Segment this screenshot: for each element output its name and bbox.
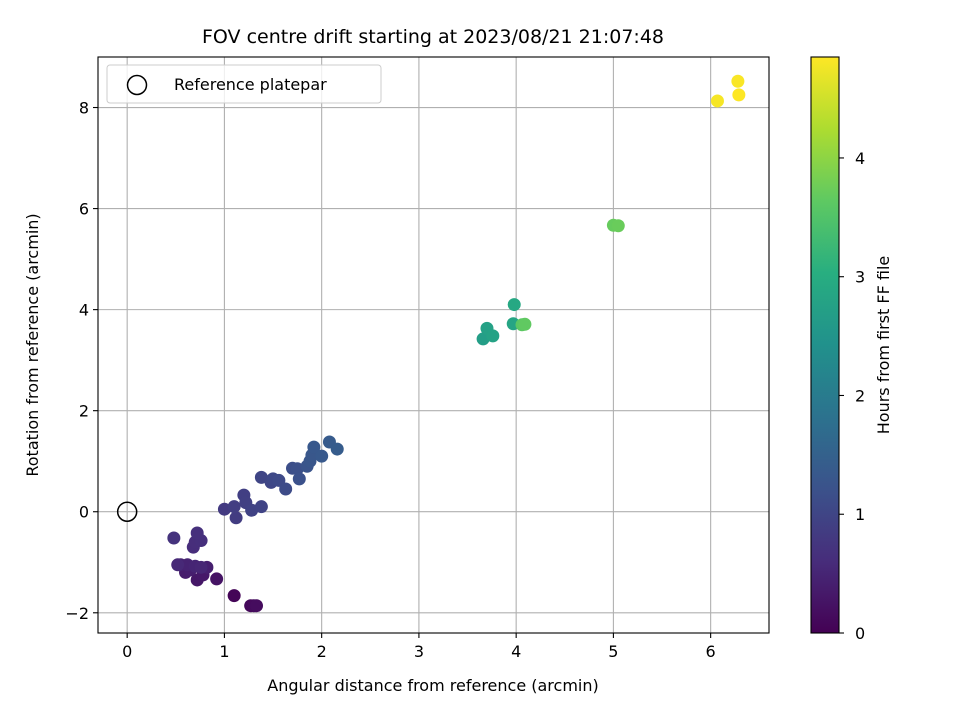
colorbar-tick-label: 2 xyxy=(855,386,865,405)
data-point xyxy=(171,558,185,572)
legend-label: Reference platepar xyxy=(174,75,327,94)
data-point xyxy=(167,531,181,545)
data-point xyxy=(507,298,521,312)
y-tick-label: 4 xyxy=(79,301,89,320)
data-points xyxy=(167,74,746,613)
colorbar: 0 1 2 3 4 Hours from first FF file xyxy=(810,56,893,643)
y-tick-label: 2 xyxy=(79,402,89,421)
grid xyxy=(98,57,769,633)
data-point xyxy=(190,526,204,540)
legend-marker-hollow-circle xyxy=(126,74,148,96)
y-tick-label: −2 xyxy=(65,604,89,623)
colorbar-label: Hours from first FF file xyxy=(874,256,893,435)
data-point xyxy=(254,500,268,514)
x-tick-label: 1 xyxy=(219,642,229,661)
legend: Reference platepar xyxy=(106,64,382,104)
reference-platepar-marker xyxy=(116,501,138,522)
data-point xyxy=(486,329,500,343)
data-point xyxy=(731,74,745,88)
data-point xyxy=(210,572,224,586)
colorbar-tick-label: 1 xyxy=(855,505,865,524)
data-point xyxy=(217,502,231,516)
chart-title: FOV centre drift starting at 2023/08/21 … xyxy=(202,26,664,48)
y-tick-label: 0 xyxy=(79,503,89,522)
x-tick-label: 4 xyxy=(511,642,521,661)
data-point xyxy=(227,500,241,514)
data-point xyxy=(518,317,532,331)
data-point xyxy=(254,470,268,484)
data-point xyxy=(330,442,344,456)
data-point xyxy=(229,511,243,525)
data-point xyxy=(290,462,304,476)
x-tick-label: 6 xyxy=(706,642,716,661)
legend-box xyxy=(106,64,382,104)
data-point xyxy=(710,94,724,108)
x-tick-label: 5 xyxy=(608,642,618,661)
y-axis-ticks: −2 0 2 4 6 8 xyxy=(65,99,98,623)
data-point xyxy=(227,589,241,603)
x-axis-ticks: 0 1 2 3 4 5 6 xyxy=(122,633,716,661)
data-point xyxy=(250,599,264,613)
x-tick-label: 2 xyxy=(317,642,327,661)
colorbar-tick-label: 3 xyxy=(855,268,865,287)
colorbar-ticks: 0 1 2 3 4 xyxy=(839,149,865,643)
colorbar-tick-label: 0 xyxy=(855,624,865,643)
x-axis-label: Angular distance from reference (arcmin) xyxy=(267,676,598,695)
data-point xyxy=(315,449,329,463)
x-tick-label: 0 xyxy=(122,642,132,661)
y-tick-label: 8 xyxy=(79,99,89,118)
y-axis-label: Rotation from reference (arcmin) xyxy=(23,213,42,476)
x-tick-label: 3 xyxy=(414,642,424,661)
colorbar-tick-label: 4 xyxy=(855,149,865,168)
plot-frame xyxy=(97,56,770,634)
data-point xyxy=(279,482,293,496)
data-point xyxy=(292,472,306,486)
data-point xyxy=(732,88,746,102)
data-point xyxy=(611,219,625,233)
colorbar-gradient xyxy=(810,56,840,634)
data-point xyxy=(307,440,321,454)
y-tick-label: 6 xyxy=(79,200,89,219)
data-point xyxy=(194,560,208,574)
